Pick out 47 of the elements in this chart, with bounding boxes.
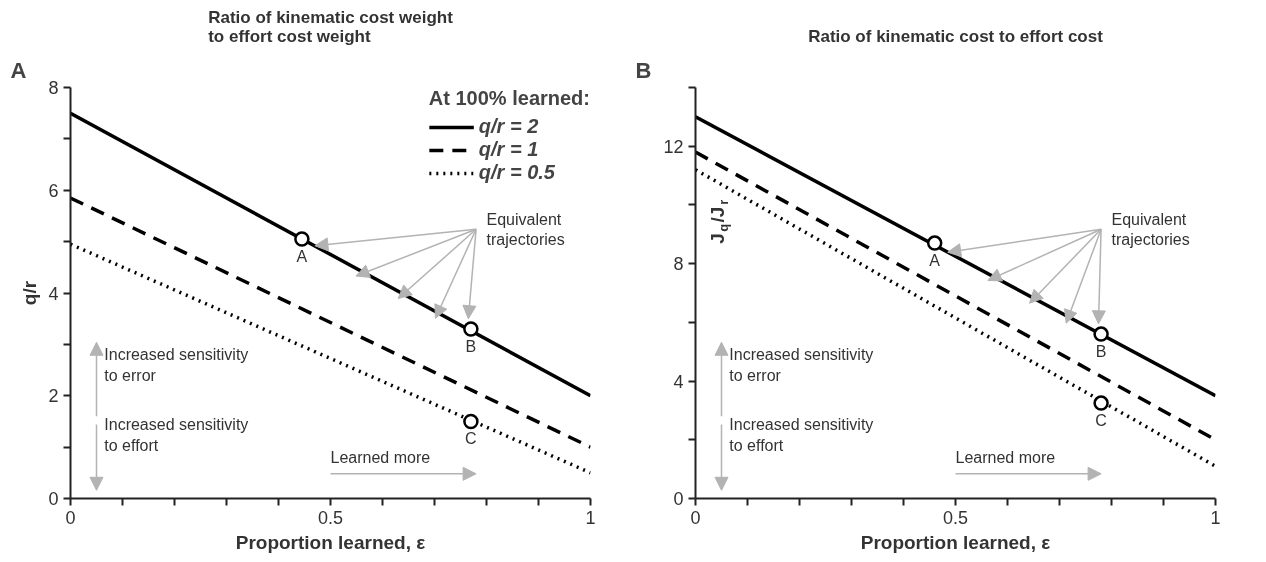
text: A <box>10 57 27 83</box>
y-tick-label: 4 <box>48 283 59 304</box>
legend-label: q/r = 1 <box>478 138 539 161</box>
legend-label: q/r = 2 <box>478 115 539 138</box>
y-tick-label: 0 <box>48 489 59 509</box>
x-axis-title: Proportion learned, ε <box>860 531 1051 553</box>
annotation: B <box>465 337 477 355</box>
legend-title: At 100% learned: <box>428 87 590 110</box>
annotation: Increased sensitivity to effort <box>104 416 249 454</box>
y-tick-label: 8 <box>673 254 684 275</box>
annotation: C <box>465 430 477 448</box>
annotation: A <box>296 248 308 266</box>
point <box>926 235 943 251</box>
annotation: A <box>929 252 941 270</box>
chart-title: Ratio of kinematic cost to effort cost <box>808 26 1104 46</box>
chart-title: Ratio of kinematic cost weight to effort cost weight <box>208 7 454 46</box>
annotation: Increased sensitivity to effort <box>729 416 874 454</box>
annotation: Increased sensitivity to error <box>729 346 874 384</box>
y-tick-label: 12 <box>663 136 684 157</box>
x-tick-label: 0 <box>690 507 701 528</box>
annotation: Equivalent trajectories <box>1111 210 1190 249</box>
x-tick-label: 1 <box>1210 507 1221 528</box>
annotation: Equivalent trajectories <box>486 210 565 249</box>
point <box>463 321 479 337</box>
annotation: Learned more <box>955 449 1056 467</box>
legend-label: q/r = 0.5 <box>478 161 555 184</box>
point <box>1093 395 1109 411</box>
y-axis-title: q/r <box>19 280 41 306</box>
x-tick-label: 0.5 <box>317 507 344 528</box>
annotation: B <box>1095 343 1107 361</box>
x-tick-label: 1 <box>585 507 596 528</box>
point <box>294 231 310 247</box>
annotation: Learned more <box>330 449 431 467</box>
annotation: C <box>1095 412 1107 430</box>
x-tick-label: 0.5 <box>942 507 969 528</box>
x-axis-title: Proportion learned, ε <box>235 531 426 553</box>
point <box>1093 326 1109 342</box>
y-axis-title: Jq/Jr <box>707 199 731 244</box>
text: B <box>635 57 652 83</box>
y-tick-label: 0 <box>673 489 684 509</box>
point <box>463 413 479 430</box>
y-tick-label: 6 <box>48 180 59 201</box>
annotation: Increased sensitivity to error <box>104 346 249 384</box>
y-tick-label: 4 <box>673 371 684 392</box>
y-tick-label: 2 <box>48 386 59 407</box>
x-tick-label: 0 <box>65 507 76 528</box>
y-tick-label: 8 <box>48 78 59 98</box>
